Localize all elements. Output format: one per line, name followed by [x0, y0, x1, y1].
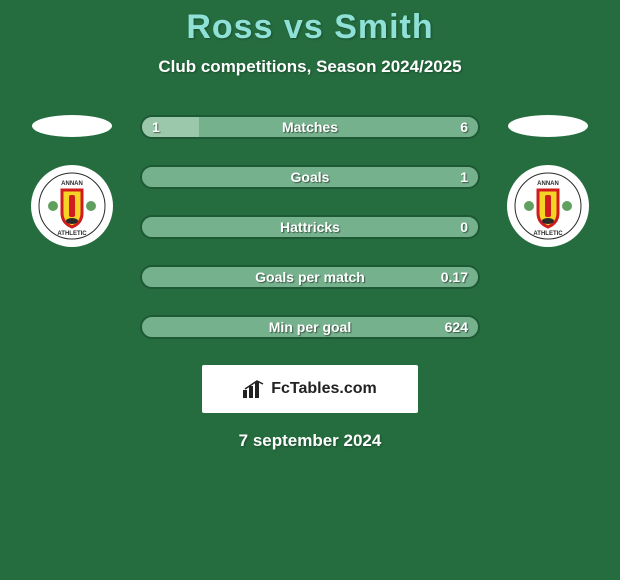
stat-label: Matches: [282, 119, 338, 135]
annan-athletic-crest-icon: ANNAN ATHLETIC: [37, 171, 107, 241]
right-club-badge: ANNAN ATHLETIC: [507, 165, 589, 247]
stat-right-value: 1: [460, 169, 468, 185]
stat-bar-hattricks: Hattricks 0: [140, 215, 480, 239]
fctables-logo-text: FcTables.com: [271, 380, 377, 398]
stat-label: Min per goal: [269, 319, 351, 335]
page-subtitle: Club competitions, Season 2024/2025: [0, 57, 620, 77]
stat-bar-fill: [142, 117, 199, 137]
stat-bar-matches: 1 Matches 6: [140, 115, 480, 139]
left-player-ellipse: [32, 115, 112, 137]
bar-chart-icon: [243, 380, 265, 398]
stat-right-value: 624: [445, 319, 468, 335]
left-club-badge: ANNAN ATHLETIC: [31, 165, 113, 247]
comparison-card: Ross vs Smith Club competitions, Season …: [0, 0, 620, 580]
svg-text:ANNAN: ANNAN: [537, 181, 559, 187]
svg-text:ATHLETIC: ATHLETIC: [533, 231, 563, 237]
stat-right-value: 0: [460, 219, 468, 235]
fctables-logo: FcTables.com: [202, 365, 418, 413]
page-title: Ross vs Smith: [0, 8, 620, 47]
left-player-column: ANNAN ATHLETIC: [22, 115, 122, 247]
right-player-ellipse: [508, 115, 588, 137]
stat-label: Hattricks: [280, 219, 340, 235]
right-player-column: ANNAN ATHLETIC: [498, 115, 598, 247]
stat-right-value: 0.17: [441, 269, 468, 285]
svg-text:ANNAN: ANNAN: [61, 181, 83, 187]
stat-right-value: 6: [460, 119, 468, 135]
stat-bar-goals-per-match: Goals per match 0.17: [140, 265, 480, 289]
date-text: 7 september 2024: [0, 431, 620, 451]
stat-left-value: 1: [152, 119, 160, 135]
content-row: ANNAN ATHLETIC 1 Matches 6: [0, 115, 620, 339]
stat-bar-goals: Goals 1: [140, 165, 480, 189]
stat-label: Goals per match: [255, 269, 365, 285]
stat-bars: 1 Matches 6 Goals 1 Hattricks 0 Goals pe…: [140, 115, 480, 339]
svg-text:ATHLETIC: ATHLETIC: [57, 231, 87, 237]
annan-athletic-crest-icon: ANNAN ATHLETIC: [513, 171, 583, 241]
stat-bar-min-per-goal: Min per goal 624: [140, 315, 480, 339]
stat-label: Goals: [291, 169, 330, 185]
